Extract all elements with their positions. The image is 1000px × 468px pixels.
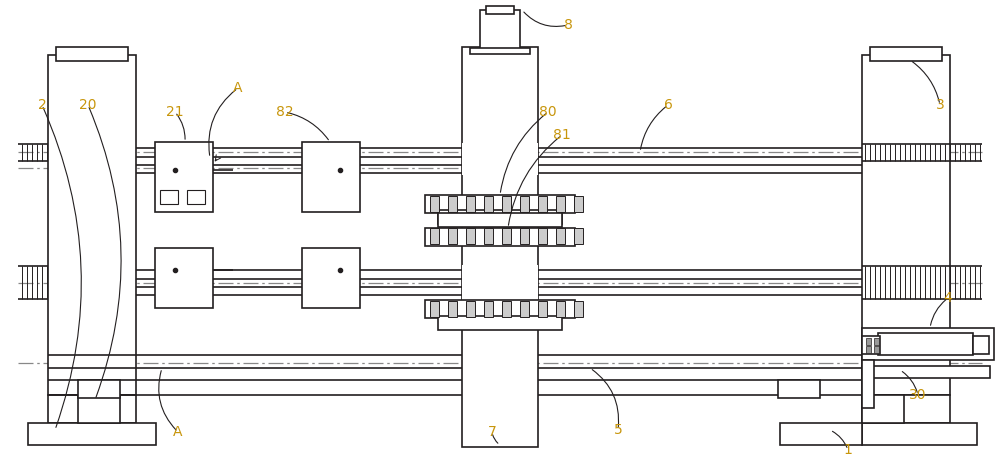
Bar [438, 213, 562, 227]
Bar [556, 301, 565, 317]
Text: 82: 82 [276, 105, 294, 119]
Bar [448, 301, 457, 317]
Bar [484, 228, 493, 244]
Text: 2: 2 [38, 98, 46, 112]
Bar [466, 228, 475, 244]
Bar [78, 380, 120, 398]
Bar [973, 336, 989, 354]
Bar [538, 301, 547, 317]
Bar [874, 346, 879, 353]
Bar [862, 336, 880, 354]
Bar [56, 47, 128, 61]
Bar [462, 47, 538, 447]
Bar [502, 228, 511, 244]
Bar [574, 301, 583, 317]
Bar [462, 265, 538, 300]
Bar [866, 338, 871, 345]
Bar [862, 55, 950, 395]
Bar [538, 228, 547, 244]
Bar [862, 423, 977, 445]
Bar [187, 190, 205, 204]
Bar [486, 6, 514, 14]
Bar [448, 228, 457, 244]
Bar [448, 196, 457, 212]
Bar [430, 228, 439, 244]
Bar [28, 423, 156, 445]
Bar [556, 196, 565, 212]
Text: 4: 4 [944, 291, 952, 305]
Text: 80: 80 [539, 105, 557, 119]
Bar [862, 395, 950, 423]
Bar [520, 301, 529, 317]
Bar [778, 380, 820, 398]
Bar [862, 360, 874, 408]
Bar [502, 301, 511, 317]
Bar [480, 10, 520, 52]
Text: 8: 8 [564, 18, 572, 32]
Bar [780, 423, 862, 445]
Bar [862, 395, 904, 423]
Bar [574, 196, 583, 212]
Bar [862, 328, 994, 360]
Text: 1: 1 [844, 443, 852, 457]
Bar [862, 366, 990, 378]
Bar [502, 196, 511, 212]
Bar [425, 228, 575, 246]
Bar [160, 190, 178, 204]
Bar [302, 142, 360, 212]
Bar [484, 196, 493, 212]
Bar [870, 47, 942, 61]
Text: 6: 6 [664, 98, 672, 112]
Bar [556, 228, 565, 244]
Bar [438, 316, 562, 330]
Text: 30: 30 [909, 388, 927, 402]
Bar [470, 48, 530, 54]
Bar [425, 300, 575, 318]
Bar [520, 228, 529, 244]
Bar [574, 228, 583, 244]
Text: 81: 81 [553, 128, 571, 142]
Text: 7: 7 [488, 425, 496, 439]
Text: 21: 21 [166, 105, 184, 119]
Bar [874, 338, 879, 345]
Bar [484, 301, 493, 317]
Bar [78, 395, 120, 423]
Bar [462, 143, 538, 175]
Bar [866, 346, 871, 353]
Bar [48, 395, 136, 423]
Bar [438, 210, 562, 224]
Bar [538, 196, 547, 212]
Bar [520, 196, 529, 212]
Bar [430, 196, 439, 212]
Text: A: A [233, 81, 243, 95]
Bar [466, 196, 475, 212]
Text: 3: 3 [936, 98, 944, 112]
Bar [430, 301, 439, 317]
Text: 5: 5 [614, 423, 622, 437]
Bar [302, 248, 360, 308]
Text: 20: 20 [79, 98, 97, 112]
Bar [48, 55, 136, 395]
Bar [466, 301, 475, 317]
Bar [155, 248, 213, 308]
Text: A: A [173, 425, 183, 439]
Bar [425, 195, 575, 213]
Bar [155, 142, 213, 212]
Bar [878, 333, 973, 355]
